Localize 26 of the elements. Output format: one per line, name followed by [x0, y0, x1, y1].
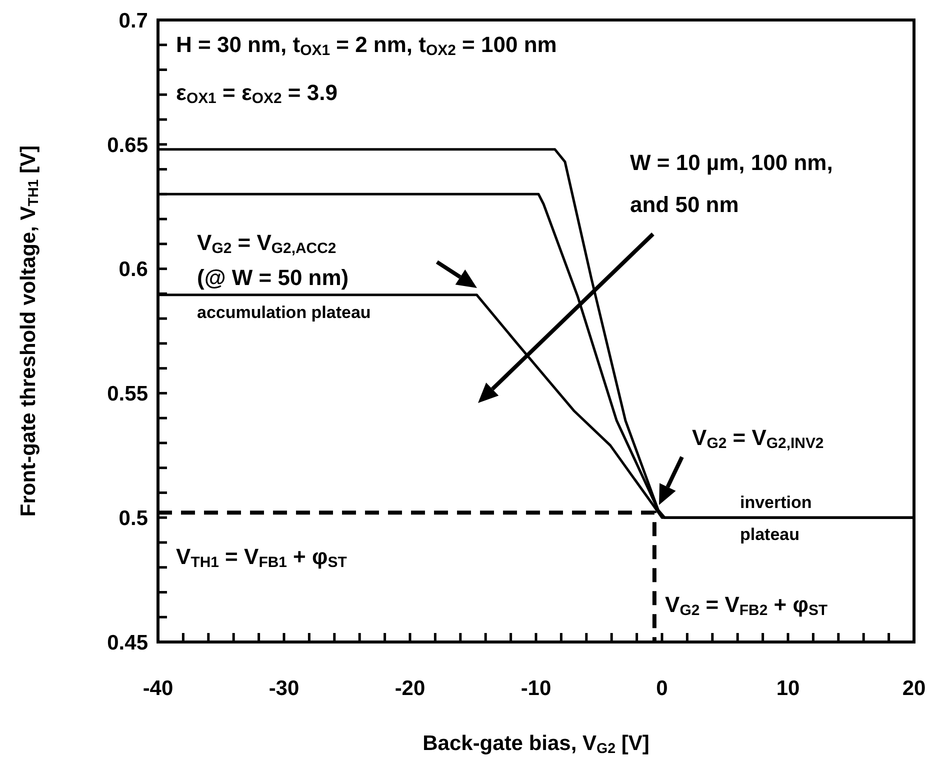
annotation: H = 30 nm, t$_{OX1}$ = 2 nm, t$_{OX2}$ = 100 nm: [176, 32, 557, 60]
x-tick-label: -10: [520, 677, 552, 700]
annotation: W = 10 µm, 100 nm,: [630, 150, 833, 175]
annotation: ε$_{OX1}$ = ε$_{OX2}$ = 3.9: [176, 80, 338, 108]
x-axis-title: Back-gate bias, V$_{G2}$ [V]: [422, 732, 650, 758]
annotation: accumulation plateau: [197, 303, 371, 322]
y-tick-label: 0.5: [118, 506, 148, 530]
x-tick-label: 20: [902, 677, 926, 700]
x-tick-label: 0: [656, 677, 668, 700]
y-tick-label: 0.65: [107, 134, 148, 157]
x-tick-label: 10: [776, 677, 800, 700]
annotation: invertion: [740, 493, 812, 512]
annotation: V$_{G2}$ = V$_{G2,ACC2}$: [197, 230, 336, 258]
annotation: plateau: [740, 525, 800, 544]
annotation: V$_{G2}$ = V$_{FB2}$ + φ$_{ST}$: [665, 592, 828, 620]
annotation: V$_{TH1}$ = V$_{FB1}$ + φ$_{ST}$: [176, 544, 347, 572]
y-tick-label: 0.7: [118, 9, 148, 32]
y-tick-label: 0.55: [107, 382, 148, 406]
y-tick-label: 0.6: [118, 258, 148, 282]
annotation: V$_{G2}$ = V$_{G2,INV2}$: [692, 425, 824, 452]
y-tick-label: 0.45: [107, 631, 148, 654]
x-tick-label: -40: [142, 677, 174, 700]
annotation: and 50 nm: [630, 192, 739, 217]
x-tick-label: -20: [394, 677, 426, 700]
annotation: (@ W = 50 nm): [197, 265, 349, 290]
x-tick-label: -30: [268, 677, 300, 700]
